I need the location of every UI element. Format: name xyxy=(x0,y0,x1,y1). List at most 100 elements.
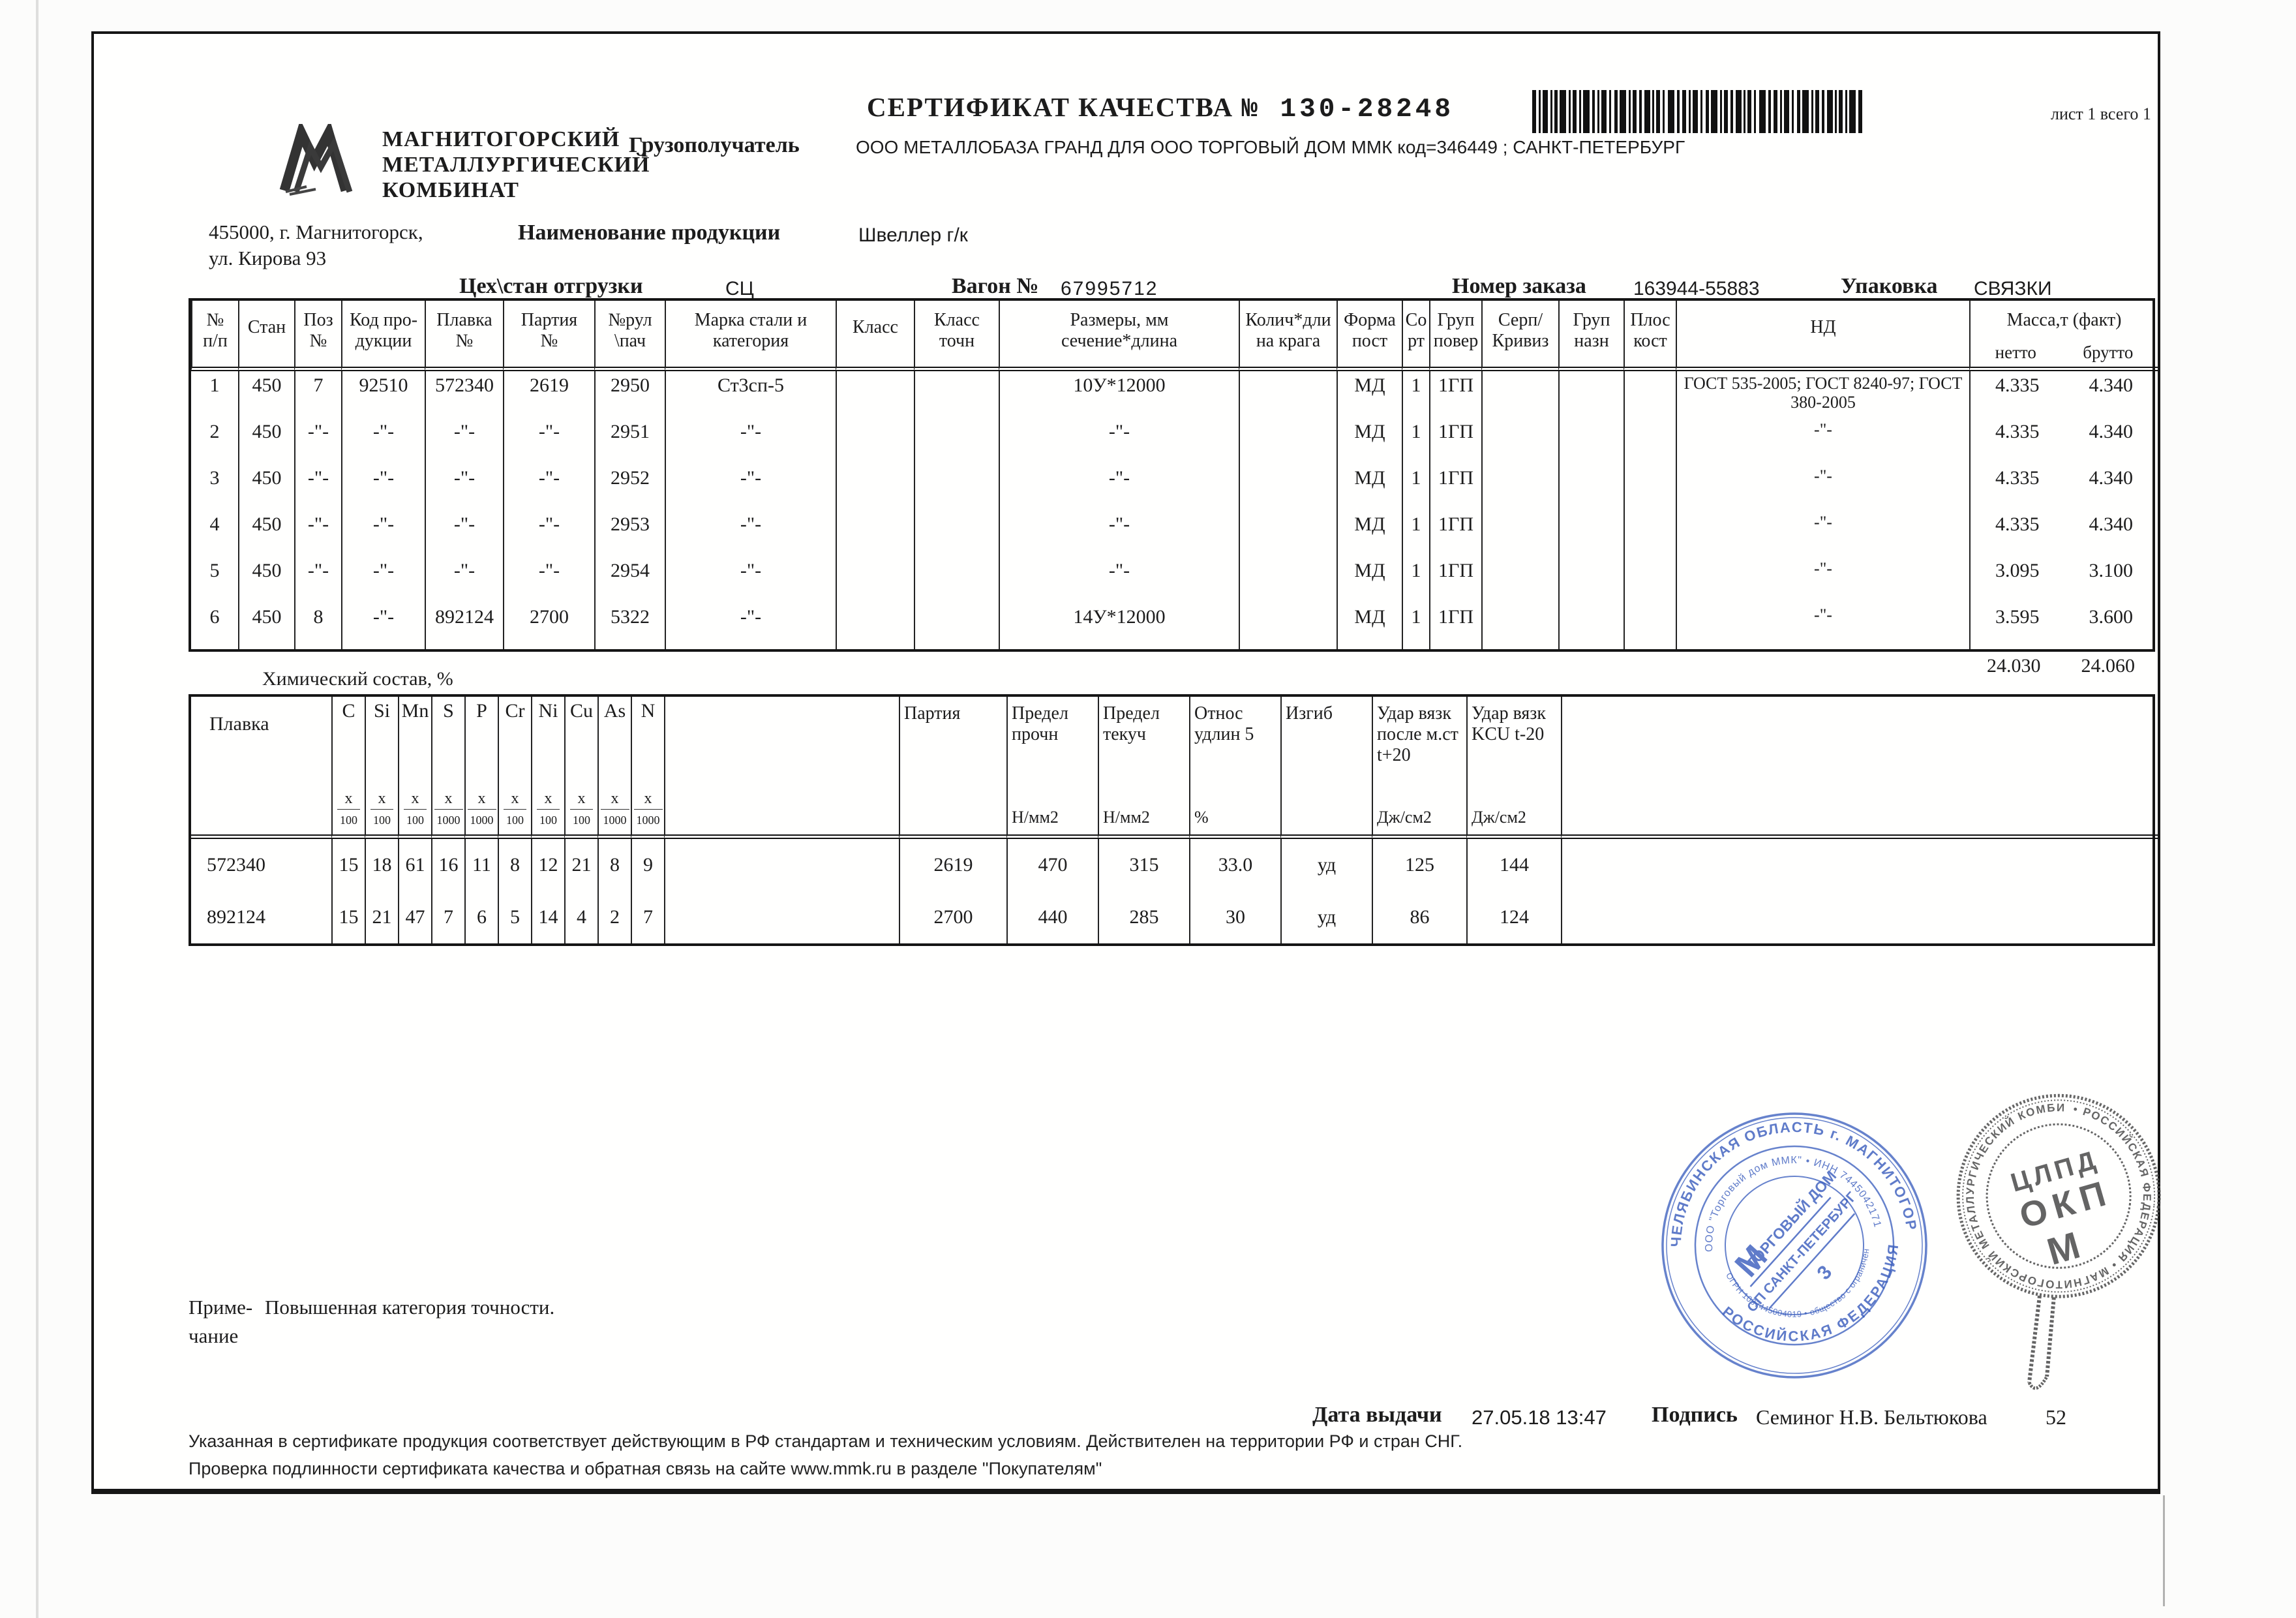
note-text: Повышенная категория точности. xyxy=(265,1296,555,1319)
column-header: НД xyxy=(1676,301,1969,371)
table-cell xyxy=(1624,557,1676,603)
table-cell: 1ГП xyxy=(1429,557,1481,603)
chem-value: 11 xyxy=(464,839,498,891)
scan-edge-artifact xyxy=(36,0,38,1618)
chem-value: 8 xyxy=(498,839,531,891)
table-cell: -"- xyxy=(665,603,836,649)
table-cell: 6 xyxy=(209,606,220,628)
column-header: Стан xyxy=(238,301,294,371)
table-cell: -"- xyxy=(294,464,341,510)
table-cell: -"- xyxy=(425,418,503,464)
table-cell xyxy=(1481,557,1558,603)
chem-value: 61 xyxy=(398,839,431,891)
svg-text:ТОРГОВЫЙ ДОМ: ТОРГОВЫЙ ДОМ xyxy=(1742,1167,1839,1272)
mmk-logo-icon xyxy=(279,124,353,196)
table-cell: 1ГП xyxy=(1429,603,1481,649)
column-header: Класс точн xyxy=(914,301,999,371)
column-header: Марка стали и категория xyxy=(665,301,836,371)
mass-cell: 4.335 4.340 xyxy=(1969,371,2158,418)
table-cell xyxy=(1624,371,1676,418)
trailing-spacer-header xyxy=(1561,697,2158,839)
table-cell: -"- xyxy=(425,510,503,557)
svg-text:ОКП: ОКП xyxy=(2016,1172,2117,1236)
column-header: Форма пост xyxy=(1337,301,1402,371)
table-cell: 572340 xyxy=(425,371,503,418)
svg-text:М: М xyxy=(2042,1224,2084,1274)
table-cell: 2954 xyxy=(594,557,665,603)
nd-standards-cell: -"- xyxy=(1676,418,1969,464)
nd-standards-cell: -"- xyxy=(1676,557,1969,603)
column-header: Класс xyxy=(836,301,914,371)
table-cell xyxy=(1481,371,1558,418)
mechanical-column-header: Относ удлин 5 % xyxy=(1189,697,1280,839)
column-header: №рул \пач xyxy=(594,301,665,371)
table-cell: 892124 xyxy=(425,603,503,649)
svg-text:• РОССИЙСКАЯ ФЕДЕРАЦИЯ • МАГНИ: • РОССИЙСКАЯ ФЕДЕРАЦИЯ • МАГНИТОГОРСКИЙ … xyxy=(1939,1079,2165,1300)
product-label: Наименование продукции xyxy=(518,221,781,245)
order-value: 163944-55883 xyxy=(1633,278,1760,299)
table-cell xyxy=(1558,371,1624,418)
mechanical-column-header: Удар вязк KCU t-20 Дж/см2 xyxy=(1466,697,1561,839)
table-cell xyxy=(1558,510,1624,557)
chem-value: 7 xyxy=(631,891,664,943)
table-cell: -"- xyxy=(503,464,594,510)
note-label-line2: чание xyxy=(189,1324,239,1347)
table-cell: МД xyxy=(1337,371,1402,418)
table-cell xyxy=(914,464,999,510)
bend-cell: уд xyxy=(1280,839,1372,891)
party-cell: 2619 xyxy=(899,839,1006,891)
column-header: Размеры, мм сечение*длина xyxy=(999,301,1239,371)
svg-text:3: 3 xyxy=(1813,1262,1837,1284)
table-cell: 450 xyxy=(238,603,294,649)
mechanical-column-header: Удар вязк после м.ст t+20 Дж/см2 xyxy=(1372,697,1466,839)
element-column-header: S х 1000 xyxy=(431,697,464,839)
svg-text:М: М xyxy=(1728,1238,1775,1284)
table-cell xyxy=(836,603,914,649)
party-cell: 2700 xyxy=(899,891,1006,943)
issue-date-value: 27.05.18 13:47 xyxy=(1472,1406,1607,1429)
bend-cell: уд xyxy=(1280,891,1372,943)
element-column-header: Ni х 100 xyxy=(531,697,564,839)
signature-label: Подпись xyxy=(1652,1403,1738,1427)
table-cell xyxy=(836,557,914,603)
consignee-value: ООО МЕТАЛЛОБАЗА ГРАНД ДЛЯ ООО ТОРГОВЫЙ Д… xyxy=(856,137,1685,157)
column-header: Плос кост xyxy=(1624,301,1676,371)
table-cell: 2953 xyxy=(594,510,665,557)
table-cell: -"- xyxy=(294,510,341,557)
total-netto: 24.030 xyxy=(1987,655,2041,677)
table-cell: -"- xyxy=(665,557,836,603)
table-cell: МД xyxy=(1337,557,1402,603)
melt-cell: 892124 xyxy=(207,906,265,928)
trailing-spacer-cell xyxy=(1561,839,2158,891)
table-cell: 450 xyxy=(238,371,294,418)
nd-standards-cell: -"- xyxy=(1676,603,1969,649)
table-cell: -"- xyxy=(294,557,341,603)
table-cell xyxy=(1558,557,1624,603)
table-cell xyxy=(1624,510,1676,557)
chem-value: 4 xyxy=(564,891,597,943)
table-cell: -"- xyxy=(425,464,503,510)
chem-value: 15 xyxy=(331,839,365,891)
table-cell: -"- xyxy=(503,510,594,557)
trailing-spacer-cell xyxy=(1561,891,2158,943)
table-cell: -"- xyxy=(999,418,1239,464)
shop-value: СЦ xyxy=(725,278,754,299)
table-cell: -"- xyxy=(341,418,425,464)
table-cell: 1 xyxy=(209,374,220,396)
table-cell: 4 xyxy=(209,513,220,535)
table-cell: -"- xyxy=(341,557,425,603)
table-cell: Ст3сп-5 xyxy=(665,371,836,418)
table-cell: -"- xyxy=(999,510,1239,557)
chem-value: 21 xyxy=(564,839,597,891)
fineprint-line1: Указанная в сертификате продукция соотве… xyxy=(189,1431,1463,1451)
consignee-label: Грузополучатель xyxy=(629,133,800,157)
table-cell xyxy=(836,464,914,510)
table-cell xyxy=(1239,418,1337,464)
nd-standards-cell: -"- xyxy=(1676,464,1969,510)
column-header: Серп/ Кривиз xyxy=(1481,301,1558,371)
table-cell: 1 xyxy=(1402,510,1429,557)
mechanical-column-header: Предел прочн Н/мм2 xyxy=(1006,697,1098,839)
wagon-value: 67995712 xyxy=(1061,278,1158,299)
table-cell: 450 xyxy=(238,510,294,557)
